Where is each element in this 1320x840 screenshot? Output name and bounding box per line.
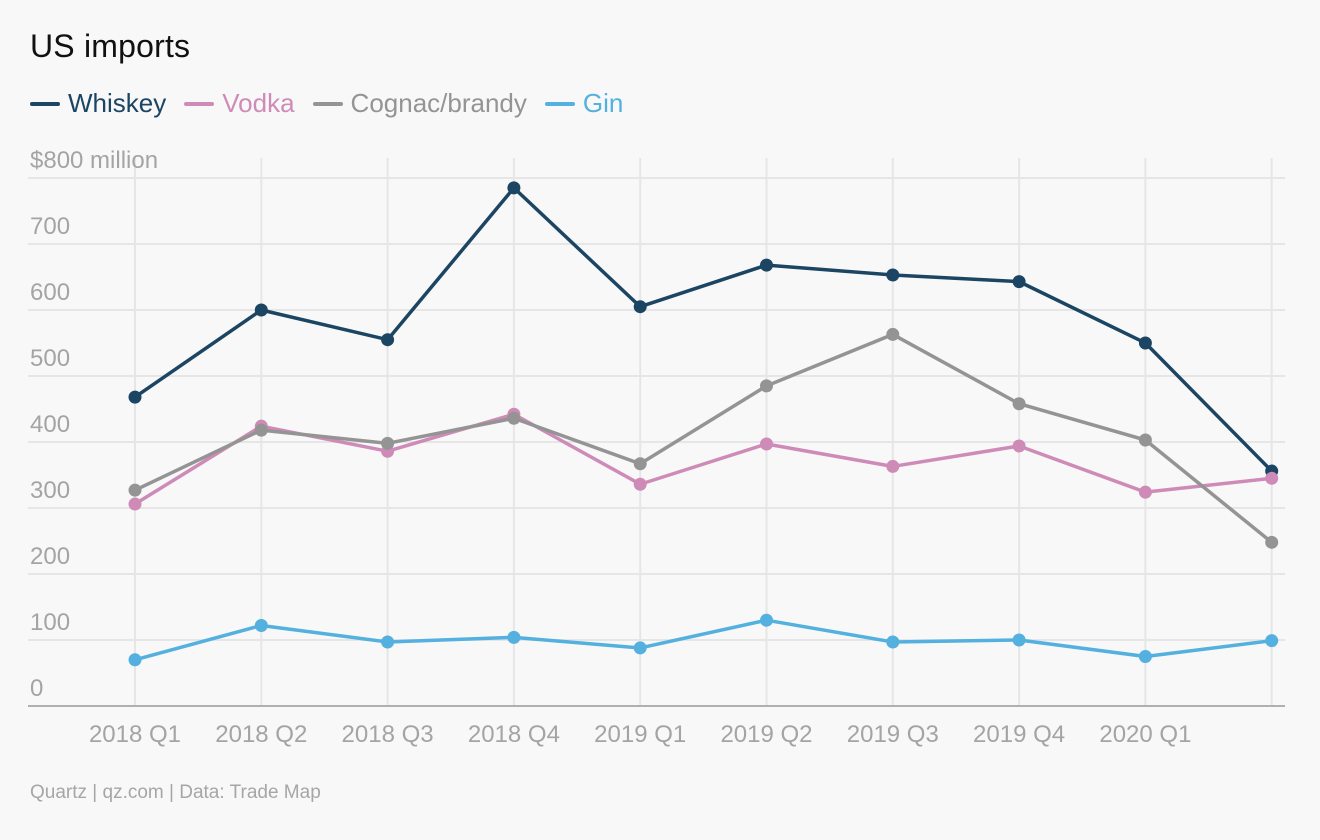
data-point-cognac-brandy <box>507 411 521 425</box>
data-point-gin <box>507 630 521 644</box>
data-point-cognac-brandy <box>760 379 773 393</box>
data-point-vodka <box>633 477 647 491</box>
data-point-whiskey <box>381 333 395 347</box>
data-point-cognac-brandy <box>886 327 900 341</box>
data-point-gin <box>1012 633 1026 647</box>
data-point-whiskey <box>633 300 647 314</box>
legend-item-whiskey: Whiskey <box>30 88 166 119</box>
data-point-cognac-brandy <box>1265 535 1279 549</box>
data-point-cognac-brandy <box>1012 397 1026 411</box>
data-point-whiskey <box>886 268 900 282</box>
data-point-gin <box>633 641 647 655</box>
x-tick-label: 2020 Q1 <box>1099 721 1191 748</box>
legend-item-vodka: Vodka <box>184 88 295 119</box>
chart-title: US imports <box>30 28 191 64</box>
legend-item-cognac-brandy: Cognac/brandy <box>312 88 527 119</box>
x-tick-label: 2018 Q3 <box>342 721 434 748</box>
data-point-cognac-brandy <box>254 423 268 437</box>
source-note: Quartz | qz.com | Data: Trade Map <box>30 782 321 803</box>
data-point-gin <box>254 618 268 632</box>
data-point-gin <box>128 653 142 667</box>
x-tick-label: 2019 Q1 <box>594 721 686 748</box>
legend-label-whiskey: Whiskey <box>68 88 167 118</box>
data-point-gin <box>886 635 900 649</box>
legend: Whiskey Vodka Cognac/brandy Gin <box>30 88 641 119</box>
data-point-cognac-brandy <box>1138 433 1152 447</box>
data-point-gin <box>1265 634 1279 648</box>
y-tick-label: 400 <box>30 411 70 438</box>
data-point-cognac-brandy <box>128 483 142 497</box>
x-tick-label: 2018 Q2 <box>215 721 307 748</box>
x-tick-label: 2019 Q2 <box>720 721 812 748</box>
data-point-whiskey <box>507 181 521 195</box>
series-line-vodka <box>134 412 1272 506</box>
x-tick-label: 2019 Q3 <box>847 721 939 748</box>
y-tick-label: 0 <box>30 675 43 702</box>
data-point-gin <box>381 635 395 649</box>
legend-label-gin: Gin <box>582 88 624 118</box>
x-tick-label: 2018 Q4 <box>468 721 560 748</box>
series-line-gin <box>134 618 1272 662</box>
y-tick-label: 300 <box>30 477 70 504</box>
legend-swatch-whiskey <box>30 101 60 106</box>
data-point-whiskey <box>254 303 268 317</box>
data-point-whiskey <box>128 390 142 404</box>
data-point-vodka <box>128 497 142 511</box>
data-point-cognac-brandy <box>381 436 395 450</box>
data-point-whiskey <box>1138 336 1152 350</box>
data-point-gin <box>1138 650 1152 663</box>
legend-label-vodka: Vodka <box>222 88 295 118</box>
data-point-vodka <box>886 459 900 473</box>
data-point-whiskey <box>1012 275 1026 289</box>
data-point-gin <box>760 613 773 627</box>
y-tick-label: 700 <box>30 213 70 240</box>
data-point-cognac-brandy <box>633 457 647 471</box>
series-line-cognac-brandy <box>134 332 1273 544</box>
y-tick-label: 200 <box>30 543 70 570</box>
x-tick-label: 2018 Q1 <box>89 721 181 748</box>
data-point-vodka <box>1012 439 1026 453</box>
y-tick-label: 500 <box>30 345 70 372</box>
legend-item-gin: Gin <box>544 88 624 119</box>
y-tick-label: 100 <box>30 609 70 636</box>
legend-swatch-vodka <box>184 101 215 106</box>
legend-swatch-cognac-brandy <box>312 101 343 106</box>
series-line-whiskey <box>134 186 1273 473</box>
y-tick-label: $800 million <box>30 147 158 174</box>
data-point-vodka <box>1265 471 1279 485</box>
legend-label-cognac-brandy: Cognac/brandy <box>350 88 527 118</box>
legend-swatch-gin <box>544 101 575 106</box>
x-tick-label: 2019 Q4 <box>973 721 1065 748</box>
data-point-vodka <box>760 437 773 451</box>
data-point-whiskey <box>760 258 773 272</box>
y-tick-label: 600 <box>30 279 70 306</box>
data-point-vodka <box>1138 485 1152 499</box>
